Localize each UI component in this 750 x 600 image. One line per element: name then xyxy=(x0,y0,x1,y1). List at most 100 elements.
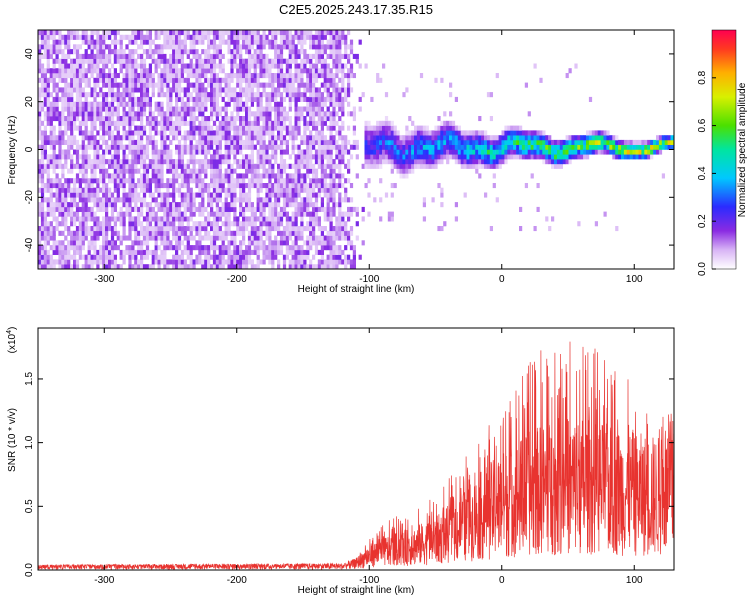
heatmap-cell xyxy=(99,245,103,251)
heatmap-cell xyxy=(314,216,319,222)
heatmap-cell xyxy=(140,63,144,69)
heatmap-cell xyxy=(559,139,564,145)
heatmap-cell xyxy=(192,116,196,122)
heatmap-cell xyxy=(422,130,427,136)
heatmap-cell xyxy=(70,139,74,145)
heatmap-cell xyxy=(137,44,141,50)
heatmap-cell xyxy=(259,197,263,203)
heatmap-cell xyxy=(116,130,120,136)
heatmap-cell xyxy=(277,30,281,36)
heatmap-cell xyxy=(481,163,485,169)
heatmap-cell xyxy=(169,101,173,107)
heatmap-cell xyxy=(329,125,333,131)
heatmap-cell xyxy=(81,135,85,141)
heatmap-cell xyxy=(207,192,211,198)
heatmap-cell xyxy=(236,39,240,45)
heatmap-cell xyxy=(55,96,59,102)
heatmap-cell xyxy=(67,111,71,117)
heatmap-cell xyxy=(256,53,260,59)
heatmap-cell xyxy=(131,178,135,184)
heatmap-cell xyxy=(387,144,392,150)
heatmap-cell xyxy=(38,187,42,193)
heatmap-cell xyxy=(215,235,220,241)
heatmap-cell xyxy=(96,49,100,55)
heatmap-cell xyxy=(73,125,77,131)
heatmap-cell xyxy=(67,30,71,36)
heatmap-cell xyxy=(134,235,138,241)
heatmap-cell xyxy=(481,149,485,155)
heatmap-cell xyxy=(189,34,193,40)
heatmap-cell xyxy=(545,135,549,141)
heatmap-cell xyxy=(110,73,115,79)
heatmap-cell xyxy=(236,106,240,112)
heatmap-cell xyxy=(279,44,284,50)
heatmap-cell xyxy=(99,159,103,165)
heatmap-cell xyxy=(256,230,260,236)
heatmap-cell xyxy=(157,235,161,241)
heatmap-cell xyxy=(349,39,354,45)
heatmap-cell xyxy=(160,192,164,198)
heatmap-cell xyxy=(116,125,120,131)
heatmap-cell xyxy=(186,163,190,169)
heatmap-cell xyxy=(195,178,199,184)
heatmap-cell xyxy=(125,87,129,93)
heatmap-cell xyxy=(236,264,240,269)
heatmap-cell xyxy=(274,34,278,40)
heatmap-cell xyxy=(38,240,42,246)
heatmap-cell xyxy=(119,173,123,179)
heatmap-cell xyxy=(64,125,68,131)
heatmap-cell xyxy=(317,226,322,232)
heatmap-cell xyxy=(49,163,53,169)
heatmap-cell xyxy=(119,249,123,255)
heatmap-cell xyxy=(536,154,540,160)
heatmap-cell xyxy=(262,87,266,93)
heatmap-cell xyxy=(75,92,80,98)
heatmap-cell xyxy=(390,216,394,222)
heatmap-cell xyxy=(73,216,77,222)
heatmap-cell xyxy=(256,63,260,69)
heatmap-cell xyxy=(131,49,135,55)
heatmap-cell xyxy=(108,49,112,55)
heatmap-cell xyxy=(451,139,456,145)
heatmap-cell xyxy=(87,159,91,165)
heatmap-cell xyxy=(169,73,173,79)
heatmap-cell xyxy=(221,106,225,112)
heatmap-cell xyxy=(210,111,214,117)
heatmap-cell xyxy=(110,159,115,165)
heatmap-cell xyxy=(466,130,470,136)
heatmap-cell xyxy=(90,230,94,236)
heatmap-cell xyxy=(312,178,316,184)
heatmap-cell xyxy=(204,216,208,222)
heatmap-cell xyxy=(142,87,147,93)
heatmap-cell xyxy=(99,226,103,232)
heatmap-cell xyxy=(425,144,429,150)
heatmap-cell xyxy=(256,163,260,169)
heatmap-cell xyxy=(230,63,234,69)
heatmap-cell xyxy=(105,120,109,126)
heatmap-cell xyxy=(341,77,345,83)
heatmap-cell xyxy=(274,144,278,150)
heatmap-cell xyxy=(349,197,354,203)
heatmap-cell xyxy=(533,139,537,145)
heatmap-cell xyxy=(137,87,141,93)
heatmap-cell xyxy=(454,144,459,150)
heatmap-cell xyxy=(431,149,435,155)
heatmap-cell xyxy=(96,44,100,50)
heatmap-cell xyxy=(344,63,348,69)
heatmap-cell xyxy=(530,154,534,160)
heatmap-cell xyxy=(306,211,310,217)
heatmap-cell xyxy=(84,34,88,40)
heatmap-cell xyxy=(73,254,77,260)
heatmap-cell xyxy=(157,202,161,208)
heatmap-cell xyxy=(177,259,182,265)
heatmap-cell xyxy=(125,168,129,174)
heatmap-cell xyxy=(70,211,74,217)
heatmap-cell xyxy=(81,206,85,212)
heatmap-cell xyxy=(210,211,214,217)
heatmap-cell xyxy=(192,226,196,232)
heatmap-cell xyxy=(134,49,138,55)
heatmap-cell xyxy=(233,249,237,255)
heatmap-cell xyxy=(245,116,249,122)
heatmap-cell xyxy=(384,159,389,165)
heatmap-cell xyxy=(387,149,392,155)
